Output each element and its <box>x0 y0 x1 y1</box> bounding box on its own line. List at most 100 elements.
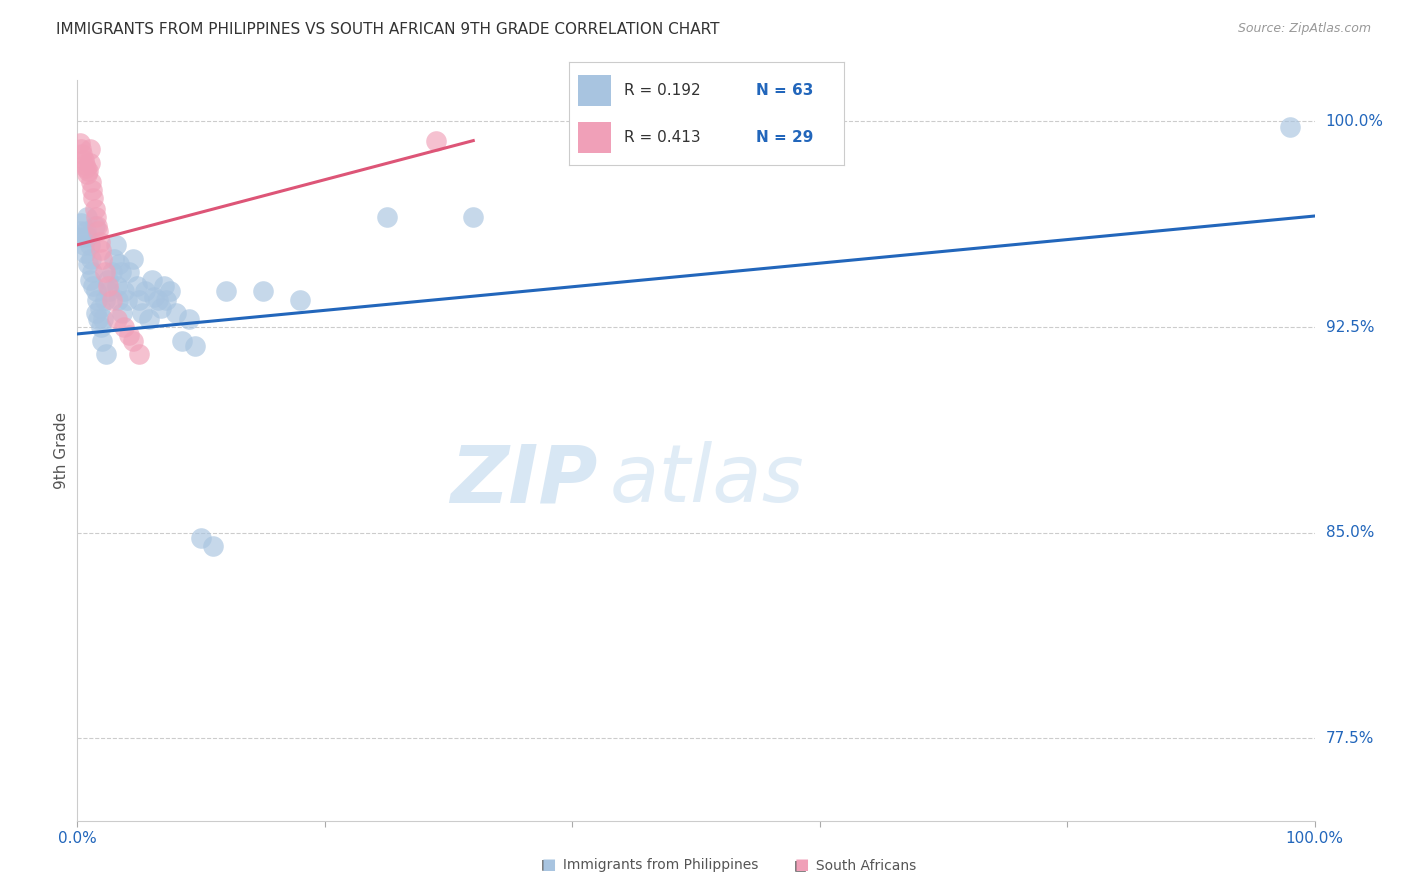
Point <box>425 134 447 148</box>
Point <box>134 285 156 299</box>
Point <box>91 311 114 326</box>
Point <box>288 293 311 307</box>
Point <box>76 167 98 181</box>
Point <box>79 273 101 287</box>
Point <box>146 293 169 307</box>
Text: ■: ■ <box>794 857 808 872</box>
Point <box>155 293 177 307</box>
Point <box>80 252 103 266</box>
Text: 92.5%: 92.5% <box>1326 319 1374 334</box>
Text: IMMIGRANTS FROM PHILIPPINES VS SOUTH AFRICAN 9TH GRADE CORRELATION CHART: IMMIGRANTS FROM PHILIPPINES VS SOUTH AFR… <box>56 22 720 37</box>
Bar <box>578 75 610 105</box>
Point <box>91 334 114 348</box>
Point <box>82 279 104 293</box>
Point <box>118 328 141 343</box>
Point <box>84 285 107 299</box>
Text: 85.0%: 85.0% <box>1326 525 1374 541</box>
Point <box>252 285 274 299</box>
Point <box>76 211 98 225</box>
Point <box>128 347 150 361</box>
Point <box>90 244 112 258</box>
Point <box>91 252 114 266</box>
Point <box>75 224 97 238</box>
Point <box>131 306 153 320</box>
Point <box>84 211 107 225</box>
Point <box>93 265 115 279</box>
Text: 77.5%: 77.5% <box>1326 731 1374 746</box>
Text: R = 0.192: R = 0.192 <box>624 83 700 97</box>
Point <box>172 334 194 348</box>
Point <box>105 311 128 326</box>
Point <box>89 301 111 315</box>
Text: 100.0%: 100.0% <box>1326 114 1384 129</box>
Point <box>118 265 141 279</box>
Point <box>87 311 110 326</box>
Point <box>122 252 145 266</box>
Point <box>463 211 485 225</box>
Text: R = 0.413: R = 0.413 <box>624 130 700 145</box>
Point <box>143 290 166 304</box>
Point <box>70 142 93 156</box>
Point <box>84 306 107 320</box>
Point <box>72 147 94 161</box>
Point <box>215 285 238 299</box>
Point <box>108 257 131 271</box>
Point <box>83 202 105 216</box>
Point <box>141 273 163 287</box>
Text: N = 63: N = 63 <box>756 83 813 97</box>
Point <box>86 293 108 307</box>
Point <box>86 219 108 233</box>
Point <box>128 293 150 307</box>
Point <box>73 246 96 260</box>
Point <box>79 155 101 169</box>
Point <box>89 235 111 249</box>
Point <box>72 229 94 244</box>
Point <box>94 347 117 361</box>
Point <box>110 265 132 279</box>
Point <box>115 293 138 307</box>
Point <box>82 265 104 279</box>
Text: N = 29: N = 29 <box>756 130 813 145</box>
Point <box>97 279 120 293</box>
Text: ■: ■ <box>541 857 555 872</box>
Point <box>77 257 100 271</box>
Point <box>79 237 101 252</box>
Point <box>90 320 112 334</box>
Point <box>75 161 97 175</box>
Point <box>177 311 200 326</box>
Bar <box>578 122 610 153</box>
Point <box>112 320 135 334</box>
Point <box>153 279 176 293</box>
Point <box>70 216 93 230</box>
Text: ■  South Africans: ■ South Africans <box>794 858 917 872</box>
Point <box>122 334 145 348</box>
Point <box>103 252 125 266</box>
Point <box>101 293 124 307</box>
Point <box>93 293 115 307</box>
Point <box>77 163 100 178</box>
Text: atlas: atlas <box>609 441 804 519</box>
Point <box>87 224 110 238</box>
Point <box>72 153 94 167</box>
Point <box>72 237 94 252</box>
Point <box>97 273 120 287</box>
Point <box>125 279 148 293</box>
Text: ■  Immigrants from Philippines: ■ Immigrants from Philippines <box>541 858 759 872</box>
Text: ZIP: ZIP <box>450 441 598 519</box>
Point <box>159 285 181 299</box>
Point <box>202 540 225 554</box>
Point <box>79 142 101 156</box>
Point <box>150 301 173 315</box>
Point <box>76 229 98 244</box>
Point <box>69 136 91 151</box>
Point <box>104 237 127 252</box>
Point <box>107 293 129 307</box>
Point <box>105 279 128 293</box>
Y-axis label: 9th Grade: 9th Grade <box>53 412 69 489</box>
Point <box>82 191 104 205</box>
Point <box>83 219 105 233</box>
Point <box>111 306 134 320</box>
Text: Source: ZipAtlas.com: Source: ZipAtlas.com <box>1237 22 1371 36</box>
Point <box>1278 120 1301 134</box>
Point <box>165 306 187 320</box>
